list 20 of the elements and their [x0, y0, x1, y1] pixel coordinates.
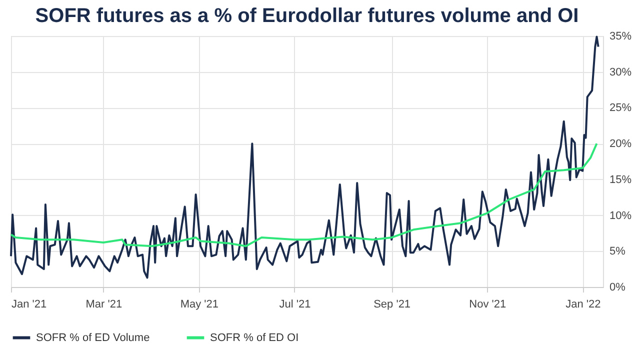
y-tick-label: 5%: [610, 246, 626, 258]
y-tick-label: 30%: [610, 66, 632, 78]
line-series: [10, 36, 600, 279]
x-tick-label: May '21: [180, 298, 219, 310]
x-tick-label: Jan '22: [566, 298, 601, 310]
y-tick-label: 15%: [610, 174, 632, 186]
chart-title: SOFR futures as a % of Eurodollar futures volume and OI: [35, 5, 579, 27]
y-tick-label: 0%: [610, 282, 626, 294]
y-tick-label: 35%: [610, 30, 632, 42]
line-series: [10, 142, 598, 248]
x-tick-label: Sep '21: [374, 298, 411, 310]
x-tick-label: Nov '21: [469, 298, 506, 310]
legend-label: SOFR % of ED Volume: [36, 332, 150, 344]
y-tick-label: 25%: [610, 102, 632, 114]
legend-label: SOFR % of ED OI: [210, 332, 299, 344]
x-tick-label: Mar '21: [86, 298, 122, 310]
y-tick-label: 20%: [610, 138, 632, 150]
x-tick-label: Jan '21: [12, 298, 47, 310]
x-tick-label: Jul '21: [279, 298, 311, 310]
y-tick-label: 10%: [610, 210, 632, 222]
